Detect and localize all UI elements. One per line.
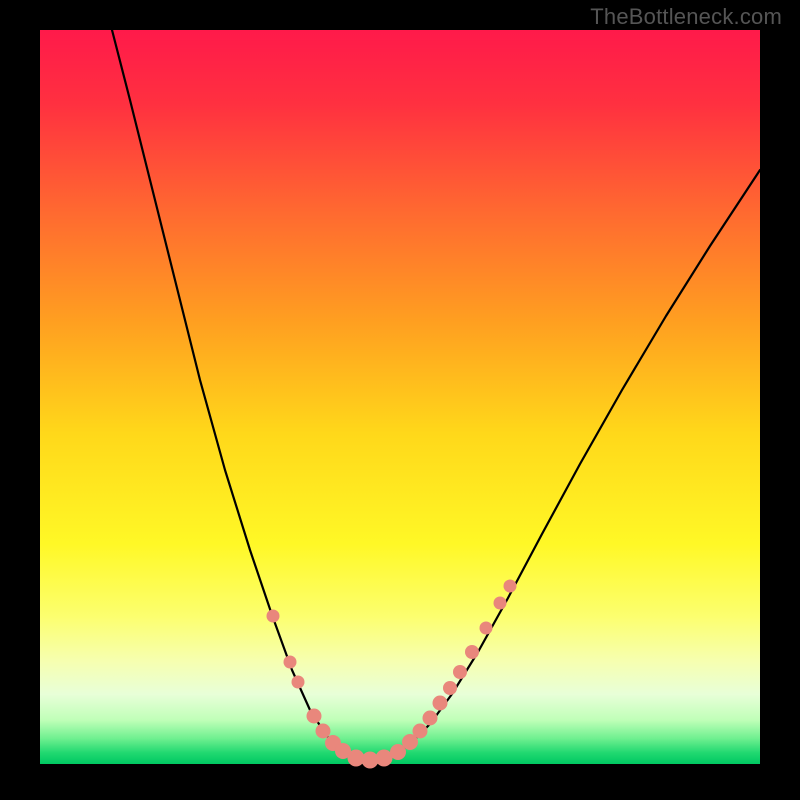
watermark-text: TheBottleneck.com [590, 4, 782, 30]
data-marker [316, 724, 331, 739]
data-marker [494, 597, 507, 610]
data-marker [292, 676, 305, 689]
data-marker [433, 696, 448, 711]
data-marker [443, 681, 457, 695]
plot-background [40, 30, 760, 764]
data-marker [453, 665, 467, 679]
data-marker [423, 711, 438, 726]
data-marker [267, 610, 280, 623]
data-marker [376, 750, 393, 767]
data-marker [480, 622, 493, 635]
data-marker [465, 645, 479, 659]
data-marker [307, 709, 322, 724]
chart-container: TheBottleneck.com [0, 0, 800, 800]
bottleneck-chart [0, 0, 800, 800]
data-marker [504, 580, 517, 593]
data-marker [413, 724, 428, 739]
data-marker [284, 656, 297, 669]
